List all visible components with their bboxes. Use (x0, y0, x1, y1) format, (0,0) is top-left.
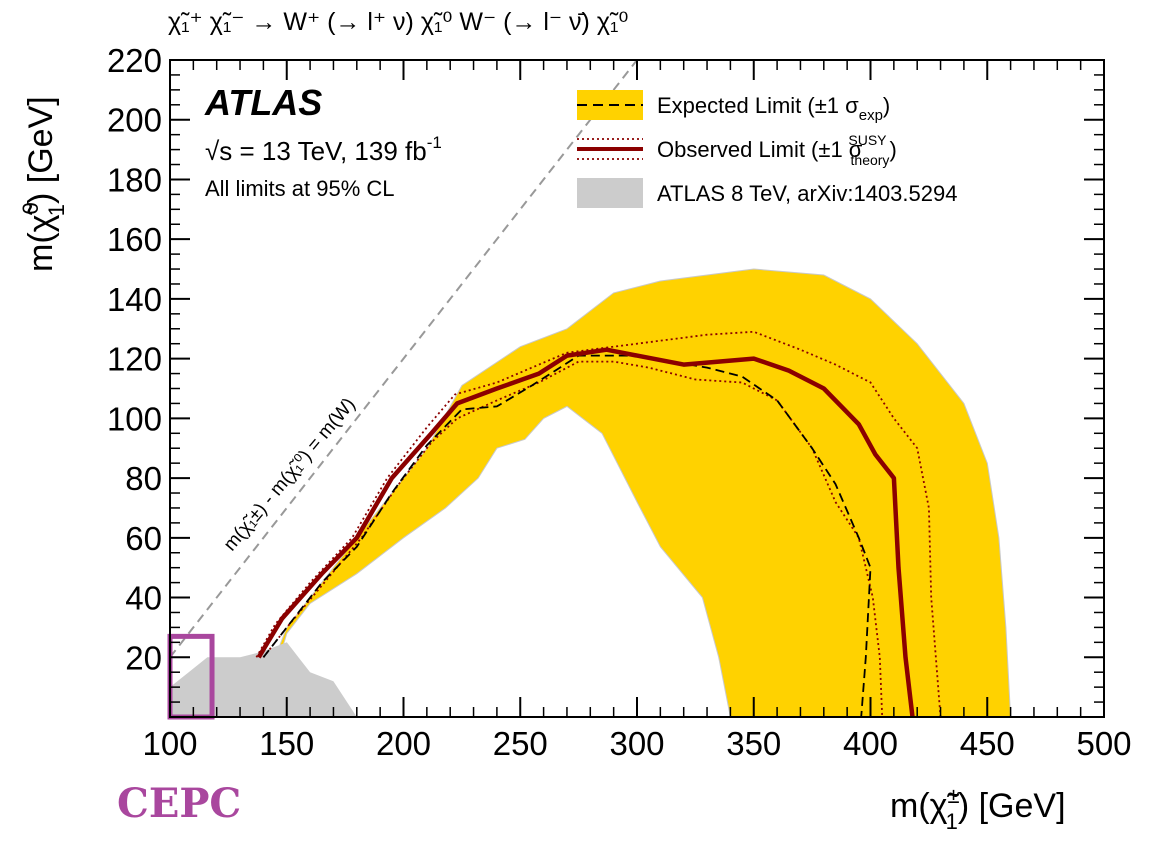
x-tick-label: 200 (376, 725, 431, 762)
energy-lumi-label: √s = 13 TeV, 139 fb-1 (205, 133, 442, 166)
x-axis: 100 150 200 250 300 350 400 450 500 (142, 60, 1132, 762)
excl-8tev-area (170, 642, 357, 717)
y-tick-label: 20 (125, 639, 162, 676)
x-tick-label: 450 (960, 725, 1015, 762)
y-tick-label: 40 (125, 580, 162, 617)
y-axis: 20 40 60 80 100 120 140 160 180 200 220 (107, 42, 1104, 703)
observed-up-line (255, 330, 942, 718)
y-tick-label: 220 (107, 42, 162, 79)
plot-title: χ̃₁⁺ χ̃₁⁻ → W⁺ (→ l⁺ ν) χ̃₁⁰ W⁻ (→ l⁻ ν̄… (168, 8, 628, 36)
legend-8tev-label: ATLAS 8 TeV, arXiv:1403.5294 (657, 181, 957, 206)
experiment-label: ATLAS (204, 82, 322, 123)
legend-observed-label: Observed Limit (±1 σSUSY theory) (657, 132, 897, 168)
y-tick-label: 60 (125, 520, 162, 557)
y-tick-label: 120 (107, 341, 162, 378)
x-tick-label: 300 (609, 725, 664, 762)
diagonal-label: m(χ̃₁±) - m(χ̃₁⁰) = m(W) (220, 394, 360, 555)
y-axis-label: m(χ̃01) [GeV] (18, 96, 69, 272)
kinematic-diagonal (169, 59, 638, 658)
y-tick-label: 160 (107, 221, 162, 258)
y-tick-label: 140 (107, 281, 162, 318)
data-layer (167, 59, 1012, 720)
x-tick-label: 150 (259, 725, 314, 762)
expected-band (262, 268, 1012, 718)
x-tick-label: 250 (493, 725, 548, 762)
legend-expected-label: Expected Limit (±1 σexp) (657, 93, 890, 124)
x-tick-label: 400 (843, 725, 898, 762)
x-axis-label: m(χ̃± 1) [GeV] (890, 783, 1066, 834)
x-tick-label: 500 (1076, 725, 1131, 762)
y-tick-label: 180 (107, 161, 162, 198)
y-tick-label: 80 (125, 460, 162, 497)
legend-8tev-swatch (577, 178, 643, 208)
legend: Expected Limit (±1 σexp) Observed Limit … (577, 90, 957, 208)
y-tick-label: 200 (107, 102, 162, 139)
x-tick-label: 100 (142, 725, 197, 762)
cl-label: All limits at 95% CL (205, 176, 395, 201)
cepc-logo: CEPC (117, 780, 241, 827)
x-tick-label: 350 (726, 725, 781, 762)
y-tick-label: 100 (107, 400, 162, 437)
observed-line (256, 347, 915, 718)
